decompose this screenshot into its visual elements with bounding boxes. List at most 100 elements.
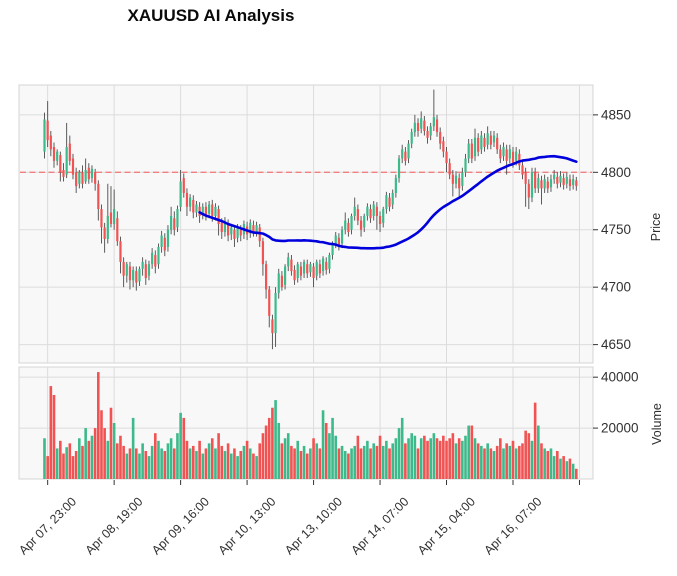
candle-body <box>182 178 185 193</box>
volume-bar <box>84 428 87 479</box>
candle-body <box>125 264 128 276</box>
candle-body <box>56 151 59 161</box>
grid-lines <box>19 85 593 479</box>
volume-bar <box>185 440 189 479</box>
candle-body <box>527 183 530 198</box>
volume-bar <box>78 438 81 479</box>
candle-body <box>331 243 334 256</box>
volume-bar <box>524 430 527 479</box>
volume-bar <box>138 453 141 479</box>
volume-bar <box>476 443 480 479</box>
volume-bar <box>166 443 170 479</box>
volume-bar <box>131 417 135 479</box>
candle-body <box>325 261 328 270</box>
volume-bar <box>157 440 160 479</box>
candle-body <box>236 227 239 238</box>
candle-body <box>46 120 49 141</box>
candle-body <box>315 261 318 276</box>
candle-body <box>138 268 141 282</box>
candle-body <box>366 206 369 216</box>
candle-body <box>135 271 138 283</box>
volume-bar <box>226 443 230 479</box>
volume-bar <box>188 448 192 479</box>
price-tick-label: 4850 <box>601 107 631 122</box>
volume-bar <box>153 433 157 479</box>
candle-body <box>141 261 144 269</box>
volume-bar <box>116 443 119 479</box>
volume-bar <box>106 440 110 479</box>
candle-body <box>429 126 432 136</box>
volume-bar <box>312 438 315 479</box>
volume-bar <box>236 456 239 479</box>
candle-body <box>328 255 331 269</box>
candle-body <box>473 137 477 157</box>
candle-body <box>302 261 306 274</box>
candle-body <box>572 179 575 185</box>
volume-bar <box>97 372 100 479</box>
volume-bar <box>369 448 372 479</box>
candle-body <box>502 147 505 157</box>
volume-bar <box>552 456 556 479</box>
candle-body <box>100 209 103 228</box>
candle-body <box>568 179 572 187</box>
candle-body <box>540 180 543 189</box>
volume-bar <box>214 448 217 479</box>
candle-bodies <box>43 117 578 334</box>
volume-bar <box>109 407 113 479</box>
chart-title: XAUUSD AI Analysis <box>127 6 295 25</box>
candle-body <box>385 195 388 210</box>
candle-body <box>432 117 435 127</box>
candle-body <box>176 209 179 228</box>
volume-bar <box>457 438 461 479</box>
candle-body <box>575 180 578 187</box>
volume-bar <box>467 425 470 479</box>
volume-bar <box>150 445 154 479</box>
volume-bar <box>347 453 350 479</box>
candle-body <box>467 143 470 159</box>
candle-body <box>189 197 192 207</box>
volume-bar <box>299 451 303 479</box>
candle-body <box>154 255 157 267</box>
volume-bar <box>81 445 84 479</box>
candle-body <box>397 158 401 179</box>
candle-body <box>312 266 315 278</box>
volume-bar <box>210 438 214 479</box>
volume-bar <box>438 440 442 479</box>
volume-bar <box>119 435 122 479</box>
candle-body <box>309 264 312 273</box>
candle-body <box>353 206 356 216</box>
volume-bar <box>321 410 325 479</box>
candle-body <box>388 197 391 207</box>
candle-body <box>68 143 71 161</box>
candle-body <box>518 153 521 166</box>
candle-body <box>546 181 549 189</box>
candle-body <box>306 264 309 274</box>
volume-bar <box>353 445 357 479</box>
volume-bar <box>296 440 300 479</box>
volume-bar <box>90 435 94 479</box>
volume-bar <box>229 453 233 479</box>
volume-bar <box>540 443 543 479</box>
candle-body <box>461 172 464 187</box>
candle-body <box>255 225 258 233</box>
candle-body <box>71 158 75 175</box>
candle-body <box>185 192 189 207</box>
candle-body <box>75 172 78 187</box>
volume-bar <box>546 451 550 479</box>
candle-body <box>486 133 489 145</box>
volume-bar <box>385 440 388 479</box>
volume-bar <box>261 433 265 479</box>
candle-body <box>261 241 265 265</box>
candle-body <box>505 149 508 161</box>
candle-body <box>132 269 135 281</box>
candle-body <box>477 137 480 152</box>
volume-bar <box>290 445 293 479</box>
candle-body <box>347 222 350 233</box>
volume-bar <box>59 440 62 479</box>
candle-body <box>239 229 242 236</box>
candle-body <box>549 179 553 188</box>
volume-bar <box>568 458 572 479</box>
candle-body <box>413 122 416 133</box>
candle-body <box>157 246 160 265</box>
